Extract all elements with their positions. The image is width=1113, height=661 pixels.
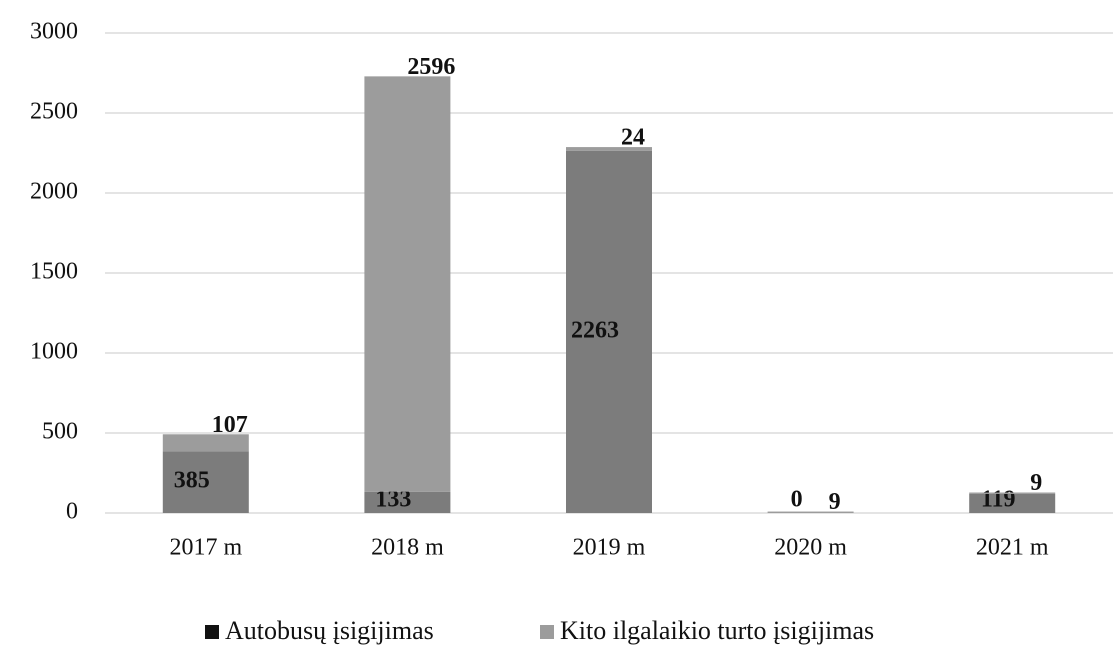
data-label: 0 [791, 487, 803, 513]
legend-label: Kito ilgalaikio turto įsigijimas [560, 616, 874, 645]
y-tick-label: 2000 [30, 179, 78, 205]
bar-segment [364, 491, 451, 513]
data-label: 385 [174, 468, 210, 494]
legend-swatch [540, 625, 554, 639]
data-label: 119 [981, 487, 1016, 513]
data-label: 24 [621, 125, 645, 151]
bar-segment [767, 511, 854, 513]
y-tick-label: 1500 [30, 259, 78, 285]
y-tick-label: 3000 [30, 19, 78, 45]
data-label: 9 [829, 489, 841, 515]
x-tick-label: 2017 m [169, 535, 242, 561]
data-label: 2596 [407, 54, 455, 80]
data-label: 9 [1030, 470, 1042, 496]
x-tick-label: 2018 m [371, 535, 444, 561]
y-tick-label: 500 [42, 419, 78, 445]
bar-segment [969, 492, 1056, 494]
bar-segment [364, 76, 451, 492]
x-tick-label: 2020 m [774, 535, 847, 561]
x-tick-label: 2019 m [573, 535, 646, 561]
data-label: 2263 [571, 317, 619, 343]
data-label: 107 [212, 412, 248, 438]
y-tick-label: 2500 [30, 99, 78, 125]
bar-segment [969, 493, 1056, 513]
x-tick-label: 2021 m [976, 535, 1049, 561]
y-tick-label: 0 [66, 499, 78, 525]
y-tick-label: 1000 [30, 339, 78, 365]
bar-segment [566, 150, 652, 514]
legend-label: Autobusų įsigijimas [225, 616, 434, 645]
legend-swatch [205, 625, 219, 639]
bar-segment [162, 451, 249, 513]
bar-segment [566, 147, 652, 151]
bar-segment [162, 434, 249, 452]
